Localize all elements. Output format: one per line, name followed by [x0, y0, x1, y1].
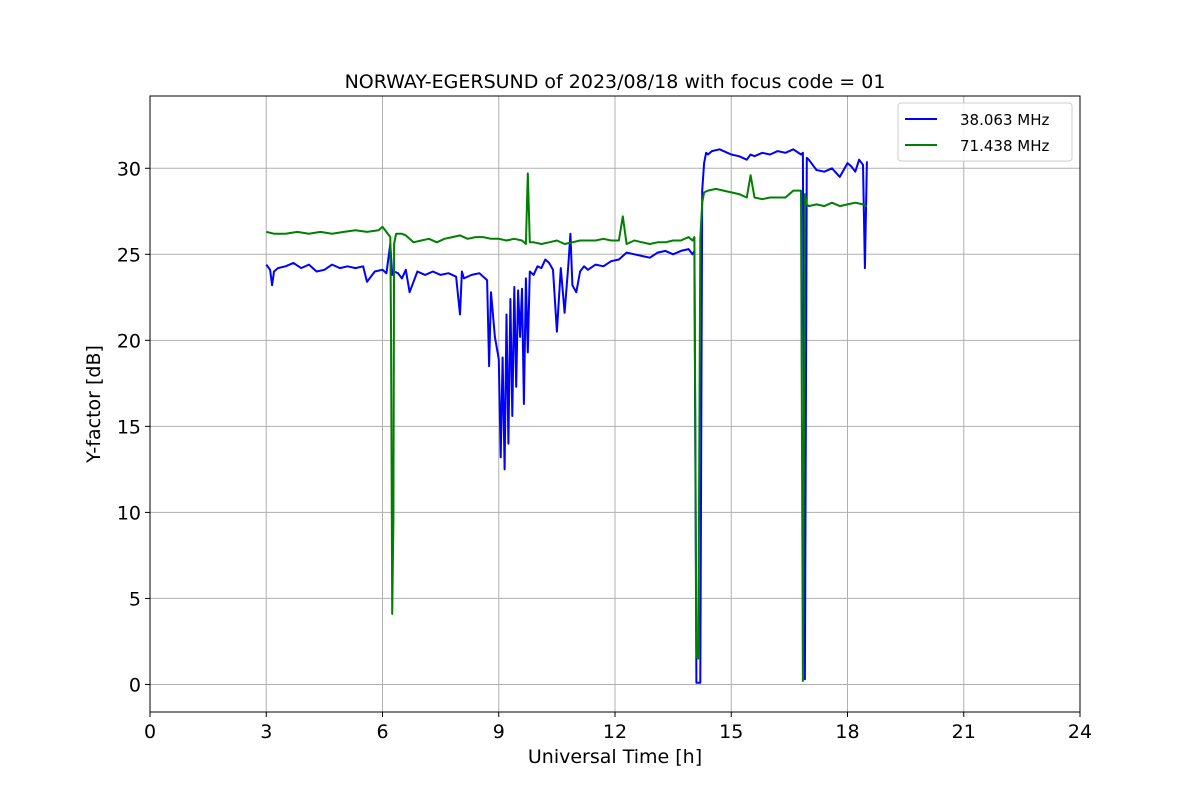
series-line-2	[266, 172, 868, 682]
y-axis-label: Y-factor [dB]	[83, 345, 105, 464]
legend-label: 71.438 MHz	[960, 137, 1049, 155]
y-axis: 0 5 10 15 20 25 30	[117, 158, 150, 696]
x-tick-label: 12	[603, 721, 627, 743]
legend-label: 38.063 MHz	[960, 111, 1049, 129]
chart-title: NORWAY-EGERSUND of 2023/08/18 with focus…	[345, 71, 886, 93]
x-tick-label: 15	[719, 721, 743, 743]
x-tick-label: 18	[835, 721, 859, 743]
legend: 38.063 MHz 71.438 MHz	[897, 102, 1073, 162]
x-axis: 0 3 6 9 12 15 18 21 24	[144, 712, 1092, 743]
y-tick-label: 10	[117, 502, 141, 524]
y-tick-label: 20	[117, 330, 141, 352]
x-tick-label: 3	[260, 721, 272, 743]
series-line-1	[265, 148, 868, 684]
y-tick-label: 15	[117, 416, 141, 438]
y-tick-label: 0	[129, 674, 141, 696]
x-tick-label: 6	[376, 721, 388, 743]
y-tick-label: 30	[117, 158, 141, 180]
x-axis-label: Universal Time [h]	[528, 746, 702, 768]
legend-box	[897, 102, 1073, 162]
x-tick-label: 24	[1068, 721, 1092, 743]
series-group	[265, 148, 868, 684]
y-tick-label: 5	[129, 588, 141, 610]
x-tick-label: 9	[493, 721, 505, 743]
x-tick-label: 0	[144, 721, 156, 743]
y-tick-label: 25	[117, 244, 141, 266]
x-tick-label: 21	[952, 721, 976, 743]
